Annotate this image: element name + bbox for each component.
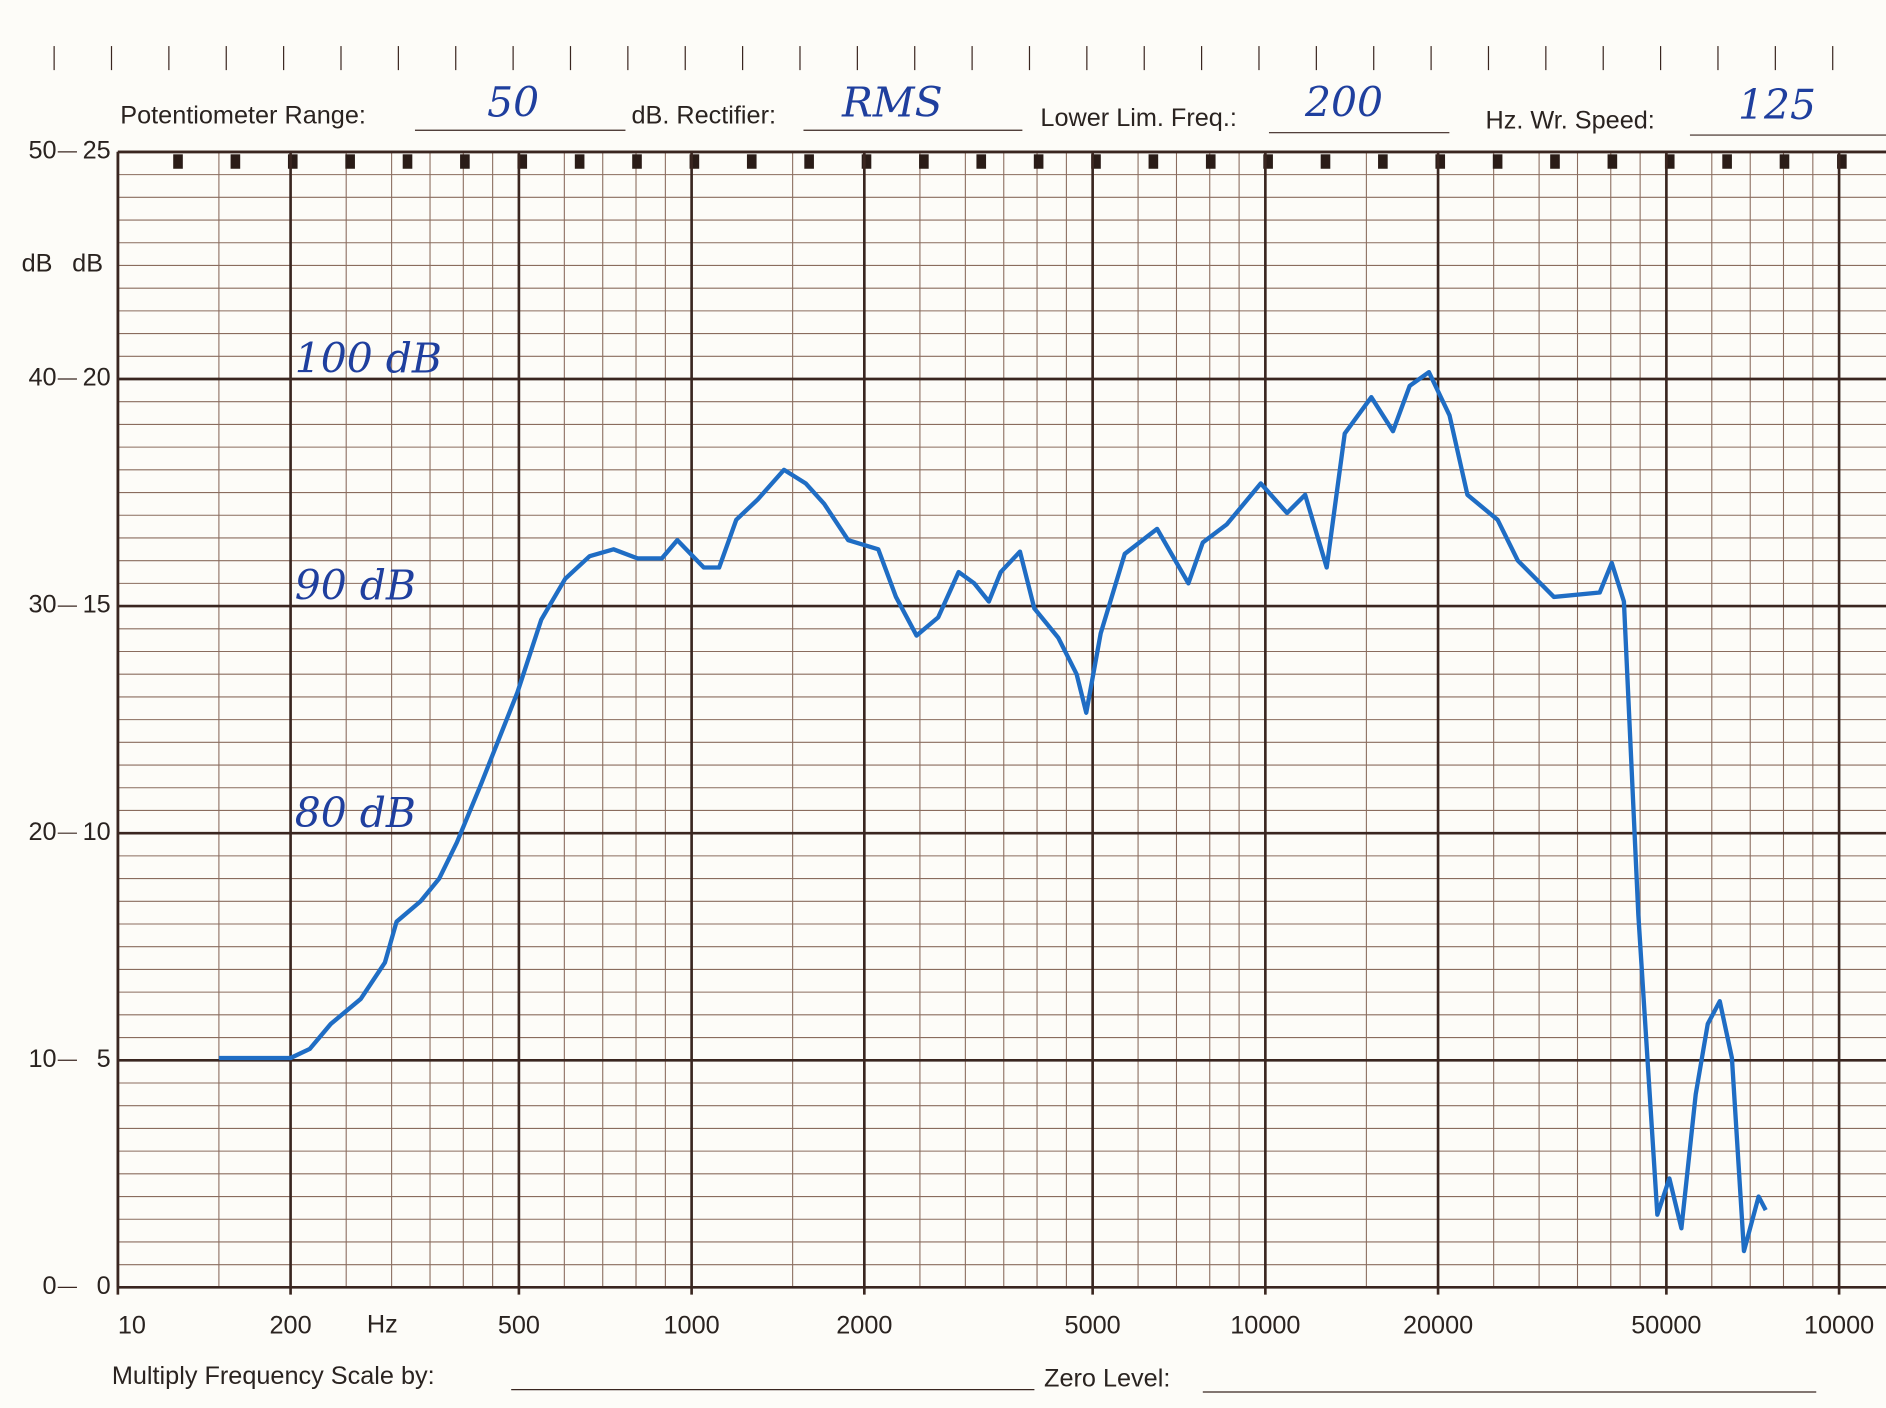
form-label: Hz. Wr. Speed: [1485,107,1654,135]
sprocket-mark [1435,154,1446,169]
sprocket-mark [1033,154,1044,169]
sprocket-mark [230,154,241,169]
form-value: RMS [841,79,943,127]
x-tick-label: 500 [498,1312,540,1340]
sprocket-mark [861,154,872,169]
x-tick-label: 10 [118,1312,146,1340]
sprocket-mark [1837,154,1847,169]
sprocket-mark [1492,154,1503,169]
sprocket-mark [460,154,470,169]
sprocket-mark [517,154,528,169]
minor-grid [117,151,1886,1288]
x-tick-label: 5000 [1065,1312,1121,1340]
y-tick-label: 10 [28,1045,56,1073]
sprocket-mark [1607,154,1618,169]
form-label: Lower Lim. Freq.: [1040,104,1236,132]
sprocket-mark [689,154,700,169]
sprocket-mark [1722,154,1732,169]
y-tick-label: 30 [28,591,56,619]
form-value: 200 [1304,79,1383,127]
sprocket-mark [1263,154,1273,169]
y2-tick-label: 10 [83,818,111,846]
y2-tick-label: 15 [83,591,111,619]
y-tick-label: 20 [28,818,56,846]
sprocket-mark [1320,154,1331,169]
sprocket-mark [173,154,183,169]
sprocket-mark [287,154,298,169]
sprocket-mark [1550,154,1560,169]
form-value: 125 [1738,81,1816,129]
y2-tick-label: 25 [83,137,111,165]
annotation: 80 dB [295,789,416,837]
y-tick-label: 0 [42,1272,56,1300]
x-tick-label: 50000 [1631,1312,1701,1340]
x-tick-label: 10000 [1230,1312,1300,1340]
annotation: 100 dB [295,335,442,383]
form-label: Potentiometer Range: [120,102,366,130]
x-tick-label: 20000 [1403,1312,1473,1340]
y2-tick-label: 0 [97,1272,111,1300]
sprocket-mark [1779,154,1790,169]
x-tick-label: 10000 [1804,1312,1874,1340]
x-axis-unit: Hz [367,1311,398,1339]
sprocket-mark [1148,154,1159,169]
x-tick-label: 2000 [836,1312,892,1340]
y-tick-label: 40 [28,364,56,392]
sprocket-mark [804,154,814,169]
sprocket-mark [574,154,585,169]
x-tick-label: 200 [270,1312,312,1340]
y2-axis-label: dB [72,250,103,278]
sprocket-mark [919,154,929,169]
sprocket-mark [1091,154,1101,169]
form-value: 50 [487,79,539,127]
form-label: Zero Level: [1044,1365,1170,1393]
sprocket-mark [345,154,355,169]
sprocket-mark [1205,154,1216,169]
y-axis-label: dB [22,250,53,278]
sprocket-mark [402,154,413,169]
response-line [218,369,1768,1254]
sprocket-mark [632,154,642,169]
sprocket-mark [1378,154,1388,169]
annotation: 90 dB [295,562,416,610]
sprocket-mark [746,154,757,169]
y2-tick-label: 20 [83,364,111,392]
x-tick-label: 1000 [664,1312,720,1340]
form-label: Multiply Frequency Scale by: [112,1362,435,1390]
form-label: dB. Rectifier: [631,102,776,130]
sprocket-mark [1664,154,1675,169]
y2-tick-label: 5 [97,1045,111,1073]
y-tick-label: 50 [28,137,56,165]
sprocket-mark [976,154,987,169]
